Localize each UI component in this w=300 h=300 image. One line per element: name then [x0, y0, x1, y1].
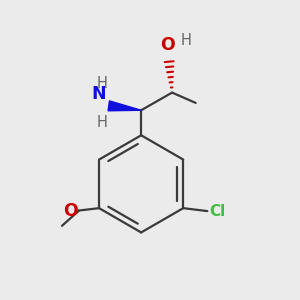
Text: N: N	[91, 85, 106, 103]
Text: O: O	[160, 36, 175, 54]
Polygon shape	[108, 101, 141, 111]
Text: H: H	[96, 76, 107, 91]
Text: O: O	[63, 202, 78, 220]
Text: H: H	[96, 115, 107, 130]
Text: Cl: Cl	[209, 204, 225, 219]
Text: H: H	[181, 32, 192, 47]
